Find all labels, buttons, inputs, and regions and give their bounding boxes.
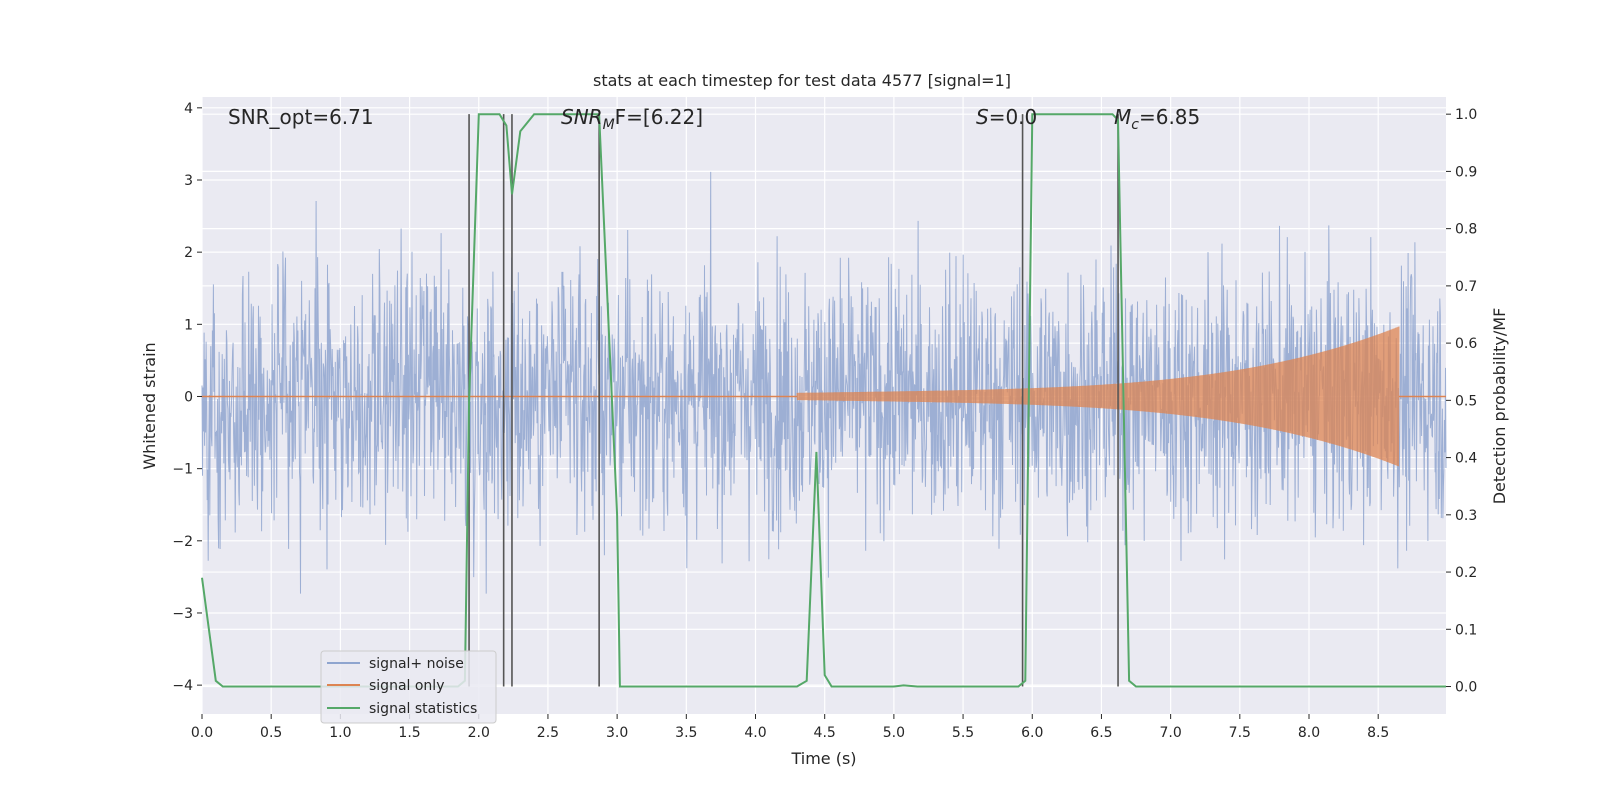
- chart-title: stats at each timestep for test data 457…: [593, 71, 1011, 90]
- x-tick-label: 6.0: [1021, 725, 1043, 741]
- x-tick-label: 7.5: [1229, 725, 1251, 741]
- x-tick-label: 6.5: [1090, 725, 1112, 741]
- x-tick-label: 5.5: [952, 725, 974, 741]
- signal-chirp: [796, 326, 1400, 467]
- y-left-tick-label: −1: [172, 462, 193, 478]
- x-tick-label: 3.5: [675, 725, 697, 741]
- s-base: S: [976, 105, 989, 129]
- stats-trace: [201, 113, 1446, 688]
- legend: signal+ noise signal only signal statist…: [320, 650, 497, 724]
- y-right-tick-label: 0.0: [1455, 680, 1477, 696]
- legend-label-noise: signal+ noise: [369, 656, 464, 672]
- y-right-axis-ticks: 1.0 0.9 0.8 0.7 0.6 0.5 0.4 0.3 0.2 0.1 0.0: [1446, 107, 1477, 696]
- x-tick-label: 2.5: [537, 725, 559, 741]
- y-right-tick-label: 0.1: [1455, 622, 1477, 638]
- legend-box: [320, 650, 497, 724]
- signal-statistics-series: [201, 113, 1446, 688]
- x-tick-label: 1.0: [329, 725, 351, 741]
- y-right-tick-label: 0.3: [1455, 508, 1477, 524]
- y-left-tick-label: 3: [184, 173, 193, 189]
- signal-plus-noise-series: [201, 171, 1447, 594]
- x-tick-label: 1.5: [398, 725, 420, 741]
- y-right-axis-label: Detection probability/MF: [1490, 308, 1509, 505]
- x-tick-label: 8.5: [1367, 725, 1389, 741]
- x-axis-ticks: 0.0 0.5 1.0 1.5 2.0 2.5 3.0 3.5 4.0 4.5 5.0 5.5 6.0 6…: [191, 714, 1389, 741]
- x-tick-label: 8.0: [1298, 725, 1320, 741]
- y-right-tick-label: 0.2: [1455, 565, 1477, 581]
- x-tick-label: 4.0: [744, 725, 766, 741]
- mc-rest: =6.85: [1139, 105, 1200, 129]
- y-left-axis-label: Whitened strain: [140, 342, 159, 469]
- x-tick-label: 7.0: [1159, 725, 1181, 741]
- y-right-tick-label: 0.7: [1455, 279, 1477, 295]
- noise-trace: [201, 171, 1447, 594]
- y-right-tick-label: 0.4: [1455, 451, 1477, 467]
- mc-annotation: Mc=6.85: [1114, 105, 1200, 133]
- x-axis-label: Time (s): [790, 749, 856, 768]
- x-tick-label: 5.0: [883, 725, 905, 741]
- y-left-tick-label: −4: [172, 678, 193, 694]
- y-left-tick-label: 4: [184, 101, 193, 117]
- legend-label-stats: signal statistics: [369, 701, 477, 717]
- y-right-tick-label: 1.0: [1455, 107, 1477, 123]
- y-left-tick-label: 1: [184, 317, 193, 333]
- x-tick-label: 4.5: [814, 725, 836, 741]
- snr-mf-sub: M: [603, 117, 615, 133]
- s-annotation: S=0.0: [976, 105, 1037, 129]
- snr-mf-annotation: SNRMF=[6.22]: [561, 105, 703, 133]
- y-right-tick-label: 0.6: [1455, 336, 1477, 352]
- x-tick-label: 0.0: [191, 725, 213, 741]
- y-right-tick-label: 0.5: [1455, 393, 1477, 409]
- snr-mf-base: SNR: [561, 105, 603, 129]
- y-left-tick-label: −2: [172, 534, 193, 550]
- y-left-tick-label: −3: [172, 606, 193, 622]
- y-left-tick-label: 2: [184, 245, 193, 261]
- x-tick-label: 0.5: [260, 725, 282, 741]
- signal-only-series: [202, 326, 1446, 467]
- trigger-lines: [468, 114, 1119, 687]
- x-tick-label: 3.0: [606, 725, 628, 741]
- mc-base: M: [1114, 105, 1131, 129]
- snr-opt-annotation: SNR_opt=6.71: [228, 105, 374, 129]
- mc-sub: c: [1131, 117, 1139, 133]
- s-rest: =0.0: [989, 105, 1038, 129]
- y-right-tick-label: 0.9: [1455, 164, 1477, 180]
- snr-mf-rest: F=[6.22]: [615, 105, 703, 129]
- x-tick-label: 2.0: [468, 725, 490, 741]
- legend-label-signal: signal only: [369, 678, 444, 694]
- y-right-tick-label: 0.8: [1455, 222, 1477, 238]
- y-left-axis-ticks: 4 3 2 1 0 −1 −2 −3 −4: [172, 101, 202, 694]
- y-left-tick-label: 0: [184, 389, 193, 405]
